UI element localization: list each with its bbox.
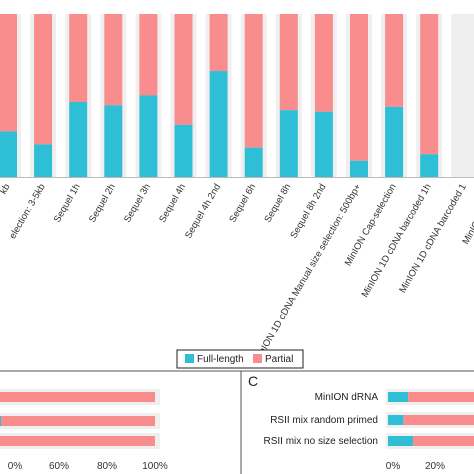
bar-full-length-segment <box>209 71 228 177</box>
bar-full-length-segment <box>279 110 298 177</box>
y-category-label: RSII mix random primed <box>270 415 378 426</box>
bar-background-band <box>451 14 474 177</box>
panel-c-label: C <box>248 373 258 389</box>
x-tick-label: Sequel 8h 2nd <box>288 182 328 241</box>
bar-partial-segment <box>420 14 439 155</box>
legend-box <box>176 349 304 369</box>
x-tick-label: MinION 1D cDNA barcoded 1 <box>397 182 469 295</box>
x-tick-label: election: 3-5kb <box>7 182 47 241</box>
bar-full-length-segment <box>34 144 53 177</box>
bar-partial-segment <box>244 14 263 148</box>
x-tick-label: 60% <box>49 461 69 472</box>
x-tick-label: 0% <box>8 461 23 472</box>
bar-full-length-segment <box>0 131 17 177</box>
y-category-label: MinION dRNA <box>315 392 379 403</box>
bar-partial-segment <box>403 415 474 425</box>
bar-partial-segment <box>104 14 123 106</box>
x-tick-label: Sequel 1h <box>52 182 83 225</box>
x-tick-label: Sequel 4h <box>157 182 188 225</box>
bar-partial-segment <box>412 436 474 446</box>
bar-partial-segment <box>408 392 474 402</box>
y-category-label: RSII mix no size selection <box>264 436 379 447</box>
x-tick-label: Sequel 4h 2nd <box>183 182 223 241</box>
bar-full-length-segment <box>69 102 88 177</box>
x-tick-label: Sequel 2h <box>87 182 118 225</box>
bar-partial-segment <box>350 14 368 161</box>
bar-full-length-segment <box>388 415 404 425</box>
bar-full-length-segment <box>388 436 413 446</box>
bar-partial-segment <box>0 392 155 402</box>
bar-partial-segment <box>209 14 228 72</box>
bar-partial-segment <box>34 14 53 145</box>
bar-full-length-segment <box>385 106 404 177</box>
bar-full-length-segment <box>350 160 368 177</box>
bar-partial-segment <box>174 14 193 125</box>
bar-full-length-segment <box>104 105 123 177</box>
legend: Full-length Partial <box>176 349 304 369</box>
x-tick-label: kb <box>0 182 13 196</box>
x-tick-label: Sequel 3h <box>122 182 153 225</box>
bottom-right-panel-border <box>240 370 474 474</box>
bar-partial-segment <box>314 14 333 112</box>
bar-partial-segment <box>1 416 156 426</box>
x-tick-label: MinION 1D cDNA barcoded 1h <box>360 182 434 300</box>
bar-partial-segment <box>139 14 158 96</box>
x-tick-label: Sequel 6h <box>227 182 258 225</box>
x-tick-label: 20% <box>425 461 445 472</box>
legend-partial-swatch <box>253 354 262 363</box>
bar-full-length-segment <box>388 392 409 402</box>
bar-full-length-segment <box>0 416 2 426</box>
bar-full-length-segment <box>174 124 193 177</box>
x-tick-label: 0% <box>386 461 401 472</box>
x-tick-label: 100% <box>142 461 168 472</box>
bottom-left-panel: 0% 60% 80% 100% <box>0 370 242 474</box>
bar-partial-segment <box>0 436 156 446</box>
legend-full-length-label: Full-length <box>197 354 244 365</box>
bar-full-length-segment <box>420 154 439 177</box>
x-tick-label: 80% <box>97 461 117 472</box>
bar-partial-segment <box>0 14 17 132</box>
bar-full-length-segment <box>244 147 263 177</box>
bar-partial-segment <box>69 14 88 103</box>
x-tick-label: Sequel 8h <box>262 182 293 225</box>
bar-partial-segment <box>385 14 404 107</box>
legend-full-length-swatch <box>185 354 194 363</box>
bar-full-length-segment <box>314 111 333 177</box>
bottom-right-panel: C MinION dRNA RSII mix random primed RSII … <box>240 370 474 474</box>
bar-partial-segment <box>279 14 298 111</box>
bar-full-length-segment <box>139 95 158 177</box>
legend-partial-label: Partial <box>265 354 293 365</box>
